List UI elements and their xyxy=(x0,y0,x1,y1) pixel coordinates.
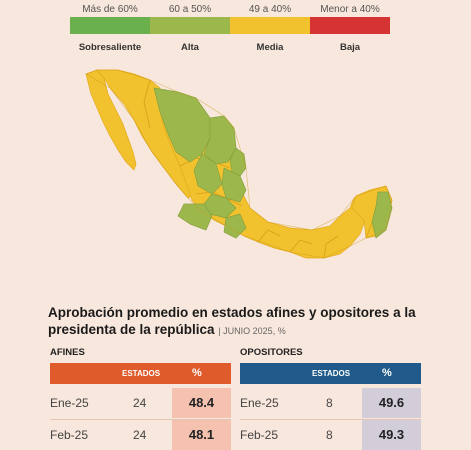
opositores-row-divider xyxy=(240,419,421,420)
opositores-row-1-pct: 49.6 xyxy=(362,388,421,418)
opositores-row-2-estados: 8 xyxy=(326,428,333,442)
map-michoacan xyxy=(177,203,213,231)
legend-swatch-alta xyxy=(150,17,230,34)
opositores-row-2-mes: Feb-25 xyxy=(240,428,279,442)
legend-range-baja: Menor a 40% xyxy=(320,4,380,15)
afines-header: ESTADOS % xyxy=(50,363,231,384)
opositores-header: ESTADOS % xyxy=(240,363,421,384)
afines-row-1-estados: 24 xyxy=(133,396,147,410)
opositores-row-1-estados: 8 xyxy=(326,396,333,410)
legend-name-alta: Alta xyxy=(181,42,199,53)
afines-col-estados: ESTADOS xyxy=(122,369,161,378)
legend-swatch-sobresaliente xyxy=(70,17,150,34)
opositores-row-1-mes: Ene-25 xyxy=(240,396,279,410)
legend-swatch-media xyxy=(230,17,310,34)
afines-label: AFINES xyxy=(50,347,85,358)
legend-swatch-baja xyxy=(310,17,390,34)
legend-name-media: Media xyxy=(256,42,284,53)
afines-row-2-pct: 48.1 xyxy=(172,420,231,450)
table-title: Aprobación promedio en estados afines y … xyxy=(48,304,448,340)
table-title-text: Aprobación promedio en estados afines y … xyxy=(48,305,416,337)
legend-range-sobresaliente: Más de 60% xyxy=(82,4,138,15)
map-quintana-roo xyxy=(371,191,393,239)
legend-range-alta: 60 a 50% xyxy=(168,4,212,15)
legend-name-sobresaliente: Sobresaliente xyxy=(78,42,142,53)
legend-name-baja: Baja xyxy=(339,42,361,53)
opositores-label: OPOSITORES xyxy=(240,347,303,358)
map-baja-california xyxy=(85,69,137,171)
afines-row-1-mes: Ene-25 xyxy=(50,396,89,410)
afines-row-2-mes: Feb-25 xyxy=(50,428,89,442)
afines-col-pct: % xyxy=(192,367,202,379)
table-subtitle: | JUNIO 2025, % xyxy=(218,326,286,336)
opositores-row-2-pct: 49.3 xyxy=(362,420,421,450)
map-san-luis xyxy=(221,167,247,203)
map-edomex xyxy=(223,213,247,239)
afines-row-divider xyxy=(50,419,231,420)
opositores-col-pct: % xyxy=(382,367,392,379)
legend: Más de 60% 60 a 50% 49 a 40% Menor a 40%… xyxy=(70,0,392,56)
afines-row-2-estados: 24 xyxy=(133,428,147,442)
opositores-col-estados: ESTADOS xyxy=(312,369,351,378)
legend-range-media: 49 a 40% xyxy=(248,4,292,15)
afines-row-1-pct: 48.4 xyxy=(172,388,231,418)
mexico-map xyxy=(85,69,393,259)
